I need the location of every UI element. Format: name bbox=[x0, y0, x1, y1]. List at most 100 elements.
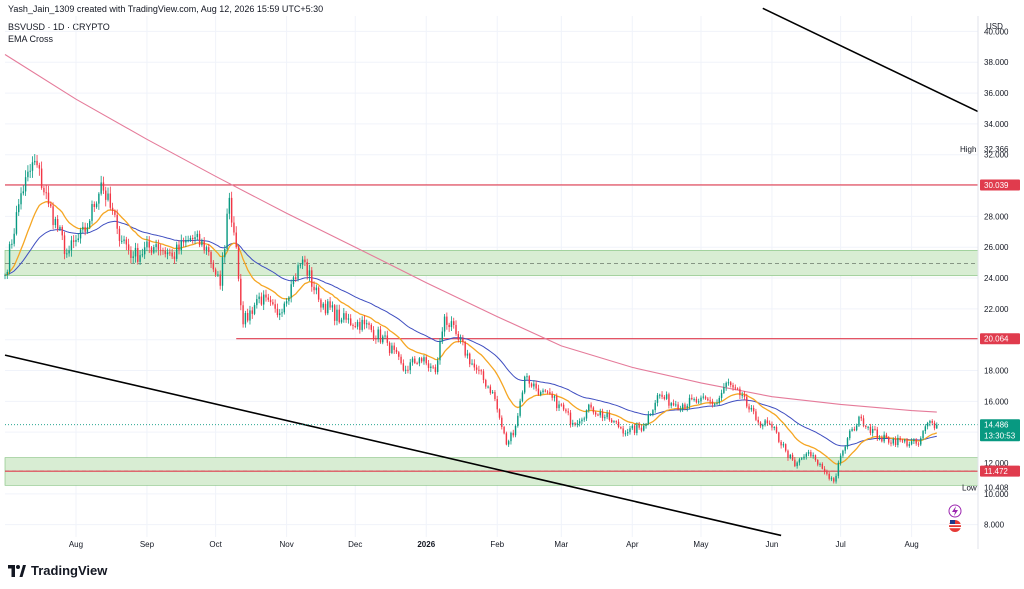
candle-body bbox=[246, 313, 249, 321]
candle-body bbox=[750, 407, 753, 410]
candle bbox=[608, 409, 611, 422]
candle bbox=[198, 230, 201, 248]
candle-body bbox=[498, 409, 501, 418]
candle-body bbox=[228, 197, 231, 214]
candle-body bbox=[842, 450, 844, 456]
candle bbox=[885, 432, 888, 439]
candle bbox=[871, 425, 874, 437]
candle-body bbox=[279, 313, 281, 316]
candle bbox=[917, 441, 920, 447]
candle bbox=[656, 393, 659, 407]
candle bbox=[430, 363, 432, 372]
candle-body bbox=[329, 301, 331, 308]
candle bbox=[645, 422, 647, 429]
candle bbox=[150, 245, 153, 256]
candle-body bbox=[523, 376, 526, 393]
candle bbox=[768, 420, 771, 426]
candle bbox=[201, 238, 203, 247]
candle-body bbox=[414, 358, 416, 364]
candle-body bbox=[379, 329, 382, 343]
candle bbox=[102, 176, 105, 194]
candle bbox=[629, 426, 631, 435]
candle-body bbox=[331, 305, 334, 308]
candle-body bbox=[817, 459, 819, 465]
candle-body bbox=[585, 410, 588, 419]
candle bbox=[764, 419, 766, 427]
candle-body bbox=[844, 446, 846, 451]
candle bbox=[276, 303, 279, 318]
candle bbox=[27, 165, 29, 182]
candle bbox=[874, 425, 876, 431]
candle bbox=[203, 237, 205, 254]
candle-body bbox=[688, 397, 691, 406]
candle bbox=[542, 388, 544, 395]
candle-body bbox=[366, 323, 368, 325]
candle bbox=[663, 394, 666, 401]
indicator-label[interactable]: EMA Cross bbox=[8, 34, 54, 44]
y-tick-label: 40.000 bbox=[984, 27, 1009, 36]
candle bbox=[549, 388, 551, 396]
candle bbox=[906, 437, 908, 448]
tradingview-brand[interactable]: TradingView bbox=[8, 563, 107, 578]
candle bbox=[208, 243, 210, 256]
y-tick-label: 24.000 bbox=[984, 274, 1009, 283]
candle bbox=[420, 356, 423, 364]
candle bbox=[462, 334, 464, 346]
candle bbox=[789, 453, 791, 460]
candle bbox=[436, 357, 439, 375]
candle-body bbox=[269, 299, 272, 303]
candle bbox=[6, 269, 8, 279]
candle-body bbox=[643, 426, 645, 431]
y-tick-label: 16.000 bbox=[984, 397, 1009, 406]
candle bbox=[345, 310, 347, 323]
candle-body bbox=[835, 475, 837, 482]
y-tick-label: 10.000 bbox=[984, 490, 1009, 499]
candle-body bbox=[519, 400, 521, 416]
y-tick-label: 8.000 bbox=[984, 521, 1005, 530]
candle-body bbox=[402, 363, 405, 371]
candle bbox=[137, 243, 139, 265]
candle bbox=[826, 469, 828, 476]
candle bbox=[732, 382, 734, 391]
candle-body bbox=[574, 422, 576, 425]
candle-body bbox=[597, 414, 599, 416]
trendline-2 bbox=[762, 7, 979, 113]
us-flag-icon bbox=[949, 520, 961, 532]
candle bbox=[478, 365, 480, 375]
candle bbox=[681, 402, 684, 412]
candle-body bbox=[130, 249, 132, 258]
candle-body bbox=[276, 308, 279, 316]
candle bbox=[459, 334, 462, 344]
candle bbox=[631, 424, 634, 431]
candle bbox=[88, 219, 91, 230]
attribution-text: Yash_Jain_1309 created with TradingView.… bbox=[8, 4, 324, 14]
candle bbox=[780, 440, 782, 449]
candle-body bbox=[565, 409, 567, 412]
candle bbox=[849, 429, 851, 441]
candle bbox=[221, 252, 224, 291]
candle-body bbox=[111, 207, 114, 212]
candle-body bbox=[881, 438, 883, 442]
candle bbox=[313, 281, 315, 295]
candle bbox=[544, 388, 547, 393]
candle-body bbox=[892, 439, 895, 444]
candle bbox=[386, 330, 389, 346]
candle bbox=[398, 350, 400, 361]
symbol-line[interactable]: BSVUSD · 1D · CRYPTO bbox=[8, 22, 110, 32]
candle-body bbox=[134, 248, 137, 257]
candle-body bbox=[801, 458, 803, 460]
candle bbox=[125, 236, 128, 251]
candle-body bbox=[68, 250, 70, 254]
candle bbox=[52, 202, 54, 230]
ema-slow-line bbox=[4, 54, 937, 413]
x-tick-label: Aug bbox=[69, 540, 83, 549]
candle bbox=[155, 239, 157, 253]
candle-body bbox=[391, 345, 393, 354]
candle-body bbox=[59, 227, 61, 230]
candle-body bbox=[148, 241, 150, 248]
candle-body bbox=[794, 459, 796, 467]
candle bbox=[643, 422, 645, 432]
candle-body bbox=[890, 442, 892, 444]
